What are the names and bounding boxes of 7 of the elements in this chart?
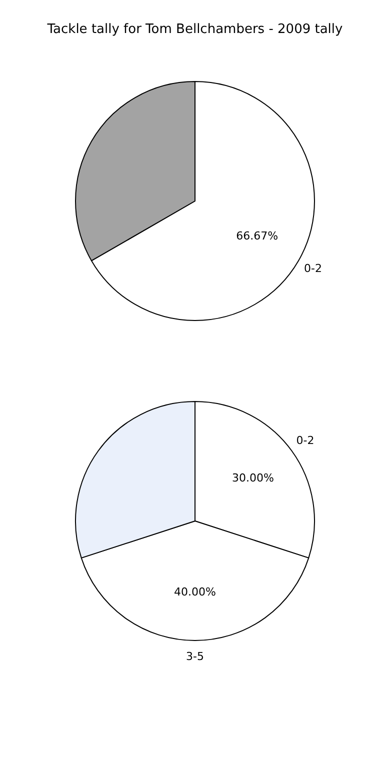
data-label: 66.67%: [236, 230, 278, 243]
slice-label: 0-2: [296, 434, 314, 447]
data-label: 40.00%: [174, 586, 216, 599]
slice-label: 3-5: [186, 650, 204, 664]
slice-label: 0-2: [304, 262, 322, 275]
data-label: 30.00%: [232, 472, 274, 485]
chart-title: Tackle tally for Tom Bellchambers - 2009 tally: [46, 21, 344, 39]
